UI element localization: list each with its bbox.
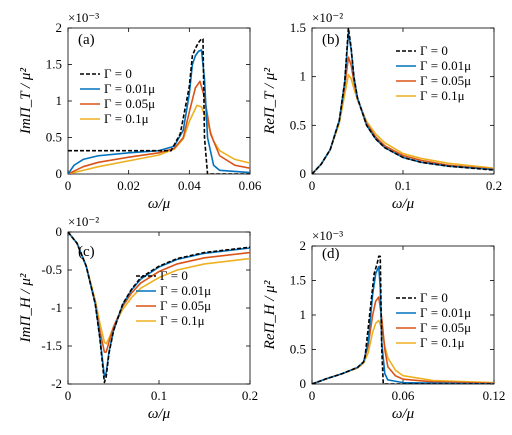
panel-label: (b) [322, 32, 340, 48]
y-tick-label: 2 [300, 238, 307, 253]
legend-entry: Γ = 0 [420, 43, 448, 58]
x-tick-label: 0 [309, 178, 316, 193]
x-tick-label: 0 [65, 388, 72, 403]
y-tick-label: 0.5 [290, 342, 306, 357]
panel-b: 0 0.1 0.2 0 0.5 1 1.5 ×10⁻² ω/μ ReΠ_T / μ² (b) Γ = … [262, 10, 502, 212]
x-tick-label: 0.06 [392, 388, 415, 403]
y-exponent-label: ×10⁻² [312, 10, 343, 25]
legend-entry: Γ = 0.01μ [104, 81, 155, 96]
legend-entry: Γ = 0.05μ [104, 96, 155, 111]
x-tick-label: 0.02 [117, 178, 140, 193]
series-line-gamma-01 [312, 73, 494, 174]
y-tick-label: -1.5 [41, 338, 62, 353]
x-tick-label: 0 [65, 178, 72, 193]
y-tick-label: 1.5 [46, 57, 62, 72]
y-tick-label: 0 [56, 166, 63, 181]
x-tick-label: 0.2 [242, 388, 258, 403]
legend-entry: Γ = 0.1μ [160, 313, 205, 328]
y-tick-label: 1 [300, 69, 307, 84]
y-tick-label: -1 [51, 300, 62, 315]
y-exponent-label: ×10⁻³ [68, 10, 99, 25]
legend-entry: Γ = 0.1μ [420, 335, 465, 350]
panel-label: (d) [322, 246, 340, 262]
y-tick-label: 1.5 [290, 20, 306, 35]
axes-box [311, 27, 495, 175]
y-axis-label: ReΠ_T / μ² [262, 68, 278, 135]
legend-entry: Γ = 0 [104, 66, 132, 81]
panel-label: (c) [78, 244, 95, 260]
y-axis-label: ImΠ_H / μ² [18, 273, 34, 343]
legend-entry: Γ = 0.01μ [420, 305, 471, 320]
legend-entry: Γ = 0.05μ [420, 320, 471, 335]
series-line-gamma-01 [68, 104, 250, 174]
y-tick-label: 2 [56, 20, 63, 35]
y-tick-label: 0 [300, 166, 307, 181]
series-line-gamma-0 [68, 38, 250, 174]
legend-entry: Γ = 0.01μ [420, 58, 471, 73]
panel-d: 0 0.06 0.12 0 0.5 1 1.5 2 ×10⁻³ ω/μ ReΠ_H / μ² (d) Γ… [262, 228, 505, 422]
legend-entry: Γ = 0.1μ [420, 88, 465, 103]
series-line-gamma-01 [68, 232, 250, 345]
x-axis-label: ω/μ [148, 406, 171, 422]
series-group [312, 28, 494, 174]
y-tick-label: 1.5 [290, 273, 306, 288]
x-tick-label: 0.04 [178, 178, 201, 193]
y-axis-label: ReΠ_H / μ² [262, 280, 278, 350]
panel-label: (a) [78, 32, 95, 48]
y-tick-label: 0.5 [46, 130, 62, 145]
x-axis-label: ω/μ [148, 196, 171, 212]
y-tick-label: 0.5 [290, 117, 306, 132]
series-line-gamma-0 [312, 255, 494, 384]
legend-entry: Γ = 0.05μ [420, 73, 471, 88]
series-group [68, 38, 250, 174]
series-line-gamma-0 [312, 28, 494, 174]
series-line-gamma-0 [68, 232, 250, 384]
x-tick-label: 0 [309, 388, 316, 403]
x-tick-label: 0.12 [483, 388, 506, 403]
series-group [312, 255, 494, 384]
panel-c: 0 0.1 0.2 -2 -1.5 -1 -0.5 0 ×10⁻² ω/μ ImΠ_H / μ² (c… [18, 214, 258, 422]
y-exponent-label: ×10⁻³ [312, 228, 343, 243]
x-axis-label: ω/μ [392, 406, 415, 422]
x-tick-label: 0.1 [151, 388, 167, 403]
legend-entry: Γ = 0.05μ [160, 298, 211, 313]
legend-entry: Γ = 0.01μ [160, 283, 211, 298]
y-exponent-label: ×10⁻² [68, 214, 99, 229]
x-axis-label: ω/μ [392, 196, 415, 212]
legend-entry: Γ = 0.1μ [104, 111, 149, 126]
legend-entry: Γ = 0 [160, 268, 188, 283]
y-axis-label: ImΠ_T / μ² [18, 68, 34, 135]
y-tick-label: 0 [56, 224, 63, 239]
x-tick-label: 0.2 [486, 178, 502, 193]
y-tick-label: 1 [300, 307, 307, 322]
y-tick-label: -0.5 [41, 262, 62, 277]
series-line-gamma-005 [68, 80, 250, 174]
x-tick-label: 0.06 [239, 178, 262, 193]
y-tick-label: -2 [51, 376, 62, 391]
x-tick-label: 0.1 [395, 178, 411, 193]
y-tick-label: 1 [56, 93, 63, 108]
y-tick-label: 0 [300, 376, 307, 391]
legend-entry: Γ = 0 [420, 290, 448, 305]
panel-a: 0 0.02 0.04 0.06 0 0.5 1 1.5 2 ×10⁻³ ω/μ ImΠ_T / μ²… [18, 10, 262, 212]
series-group [68, 232, 250, 384]
